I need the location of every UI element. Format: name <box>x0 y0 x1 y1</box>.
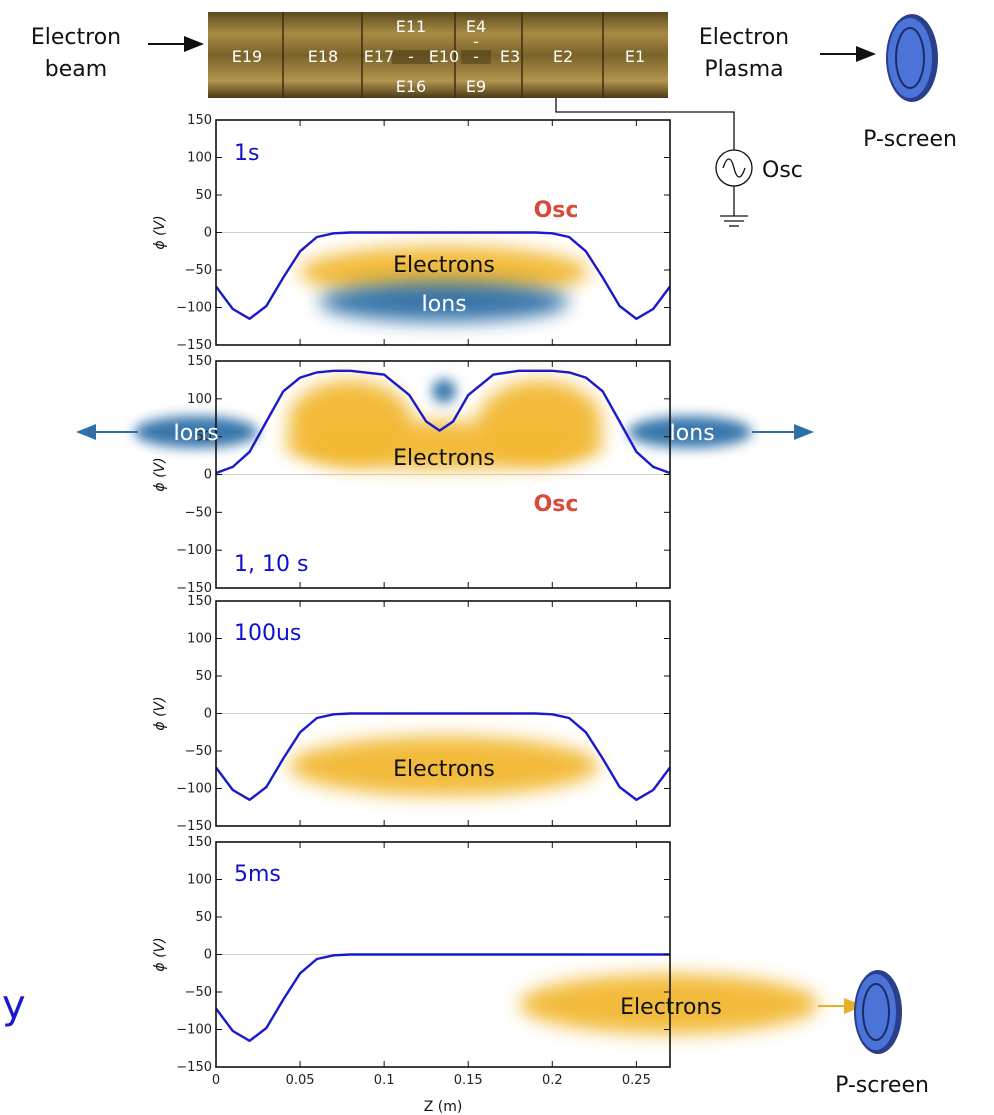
y-tick-label: −150 <box>176 819 212 834</box>
y-tick-label: 50 <box>195 910 212 925</box>
potential-panels: 150 100 50 0 −50 −100 −150 ϕ (V) 1s Osc Electrons I… <box>76 113 864 1115</box>
p-screen-label-top: P-screen <box>863 127 957 152</box>
x-tick-label: 0.2 <box>542 1073 563 1088</box>
electron-plasma-label-line2: Plasma <box>704 57 783 82</box>
y-tick-label: 100 <box>187 632 212 647</box>
y-axis-label: ϕ (V) <box>152 937 168 971</box>
p-screen-label-bottom: P-screen <box>835 1073 929 1098</box>
x-tick-label: 0.25 <box>622 1073 651 1088</box>
particle-cloud-6 <box>432 379 456 403</box>
y-tick-label: 50 <box>195 188 212 203</box>
y-tick-label: −50 <box>185 985 212 1000</box>
potential-curve <box>215 953 670 1042</box>
potential-curve <box>215 369 671 475</box>
potential-panel-3: 150 100 50 0 −50 −100 −150 ϕ (V) 100us Electrons <box>152 594 671 834</box>
electrode-e4: E4 <box>466 17 486 36</box>
annotation-label: Ions <box>173 421 218 446</box>
y-tick-label: 100 <box>187 392 212 407</box>
x-tick-label: 0.05 <box>286 1073 315 1088</box>
electrode-e3: E3 <box>500 47 520 66</box>
potential-curve <box>215 712 671 801</box>
annotation-label: Electrons <box>393 757 495 782</box>
particle-cloud-4 <box>134 416 258 448</box>
x-tick-label: 0 <box>212 1073 220 1088</box>
phosphor-screen-icon <box>886 14 938 102</box>
electrode-e18: E18 <box>308 47 338 66</box>
electrode-e16: E16 <box>396 77 426 96</box>
electron-beam-label-line1: Electron <box>31 25 121 50</box>
y-tick-label: −150 <box>176 338 212 353</box>
particle-cloud-5 <box>628 416 752 448</box>
annotation-label: Ions <box>669 421 714 446</box>
particle-cloud-1 <box>289 736 599 796</box>
y-tick-label: −50 <box>185 505 212 520</box>
footer: y P-screen <box>2 970 929 1098</box>
y-tick-label: −150 <box>176 1060 212 1075</box>
panel-time-label: 100us <box>234 621 301 646</box>
y-tick-label: 50 <box>195 669 212 684</box>
y-tick-label: 100 <box>187 873 212 888</box>
electrode-e9: E9 <box>466 77 486 96</box>
y-tick-label: 150 <box>187 113 212 128</box>
annotation-label: Osc <box>534 492 579 517</box>
panel-time-label: 5ms <box>234 862 281 887</box>
annotation-label: Osc <box>534 198 579 223</box>
y-tick-label: −50 <box>185 263 212 278</box>
x-tick-label: 0.15 <box>454 1073 483 1088</box>
y-tick-label: −50 <box>185 744 212 759</box>
electrode-e11: E11 <box>396 17 426 36</box>
y-tick-label: 150 <box>187 354 212 369</box>
oscillator-circuit <box>555 98 753 227</box>
electrode-stack: E19 E18 E17 E11 - E16 E10 - E4 - E9 E3 E… <box>208 12 668 98</box>
x-tick-label: 0.1 <box>374 1073 395 1088</box>
y-tick-label: 0 <box>204 226 212 241</box>
y-axis-label: ϕ (V) <box>152 215 168 249</box>
potential-curve <box>215 231 671 320</box>
y-axis-label: ϕ (V) <box>152 696 168 730</box>
y-tick-label: 0 <box>204 468 212 483</box>
annotation-label: Electrons <box>393 253 495 278</box>
annotation-label: Ions <box>421 292 466 317</box>
electron-beam-label-line2: beam <box>45 57 107 82</box>
y-tick-label: 50 <box>195 430 212 445</box>
electrode-e10: E10 <box>429 47 459 66</box>
cut-off-text: y <box>2 982 26 1028</box>
particle-cloud-1 <box>299 246 589 298</box>
y-tick-label: −100 <box>176 782 212 797</box>
y-tick-label: 0 <box>204 707 212 722</box>
y-axis-label: ϕ (V) <box>152 457 168 491</box>
y-tick-label: 150 <box>187 835 212 850</box>
annotation-label: Electrons <box>620 995 722 1020</box>
trap-rod <box>208 12 668 98</box>
electrode-dash-3: - <box>473 32 479 51</box>
phosphor-screen-icon-bottom <box>854 970 902 1054</box>
y-tick-label: 0 <box>204 948 212 963</box>
potential-panel-2: 150 100 50 0 −50 −100 −150 ϕ (V) 1, 10 s Ions Ions… <box>76 354 814 596</box>
y-tick-label: −150 <box>176 581 212 596</box>
y-tick-label: −100 <box>176 543 212 558</box>
electrode-e1: E1 <box>625 47 645 66</box>
y-tick-label: 150 <box>187 594 212 609</box>
potential-panel-1: 150 100 50 0 −50 −100 −150 ϕ (V) 1s Osc Electrons I… <box>152 113 671 353</box>
x-axis-label: Z (m) <box>424 1099 463 1115</box>
electrode-e2: E2 <box>553 47 573 66</box>
electrode-dash-2: - <box>473 47 479 66</box>
trap-header: Electron beam E19 E18 E17 E11 - E16 E10 … <box>31 12 957 227</box>
y-tick-label: 100 <box>187 151 212 166</box>
electrode-e19: E19 <box>232 47 262 66</box>
electrode-dash-1: - <box>408 47 414 66</box>
particle-cloud-2 <box>319 282 569 322</box>
osc-label: Osc <box>762 158 803 183</box>
electrode-e17: E17 <box>364 47 394 66</box>
panel-time-label: 1s <box>234 141 259 166</box>
particle-cloud-1 <box>519 974 819 1034</box>
particle-cloud-3 <box>284 421 604 469</box>
annotation-label: Electrons <box>393 446 495 471</box>
y-tick-label: −100 <box>176 301 212 316</box>
panel-time-label: 1, 10 s <box>234 552 308 577</box>
y-tick-label: −100 <box>176 1023 212 1038</box>
electron-plasma-label-line1: Electron <box>699 25 789 50</box>
